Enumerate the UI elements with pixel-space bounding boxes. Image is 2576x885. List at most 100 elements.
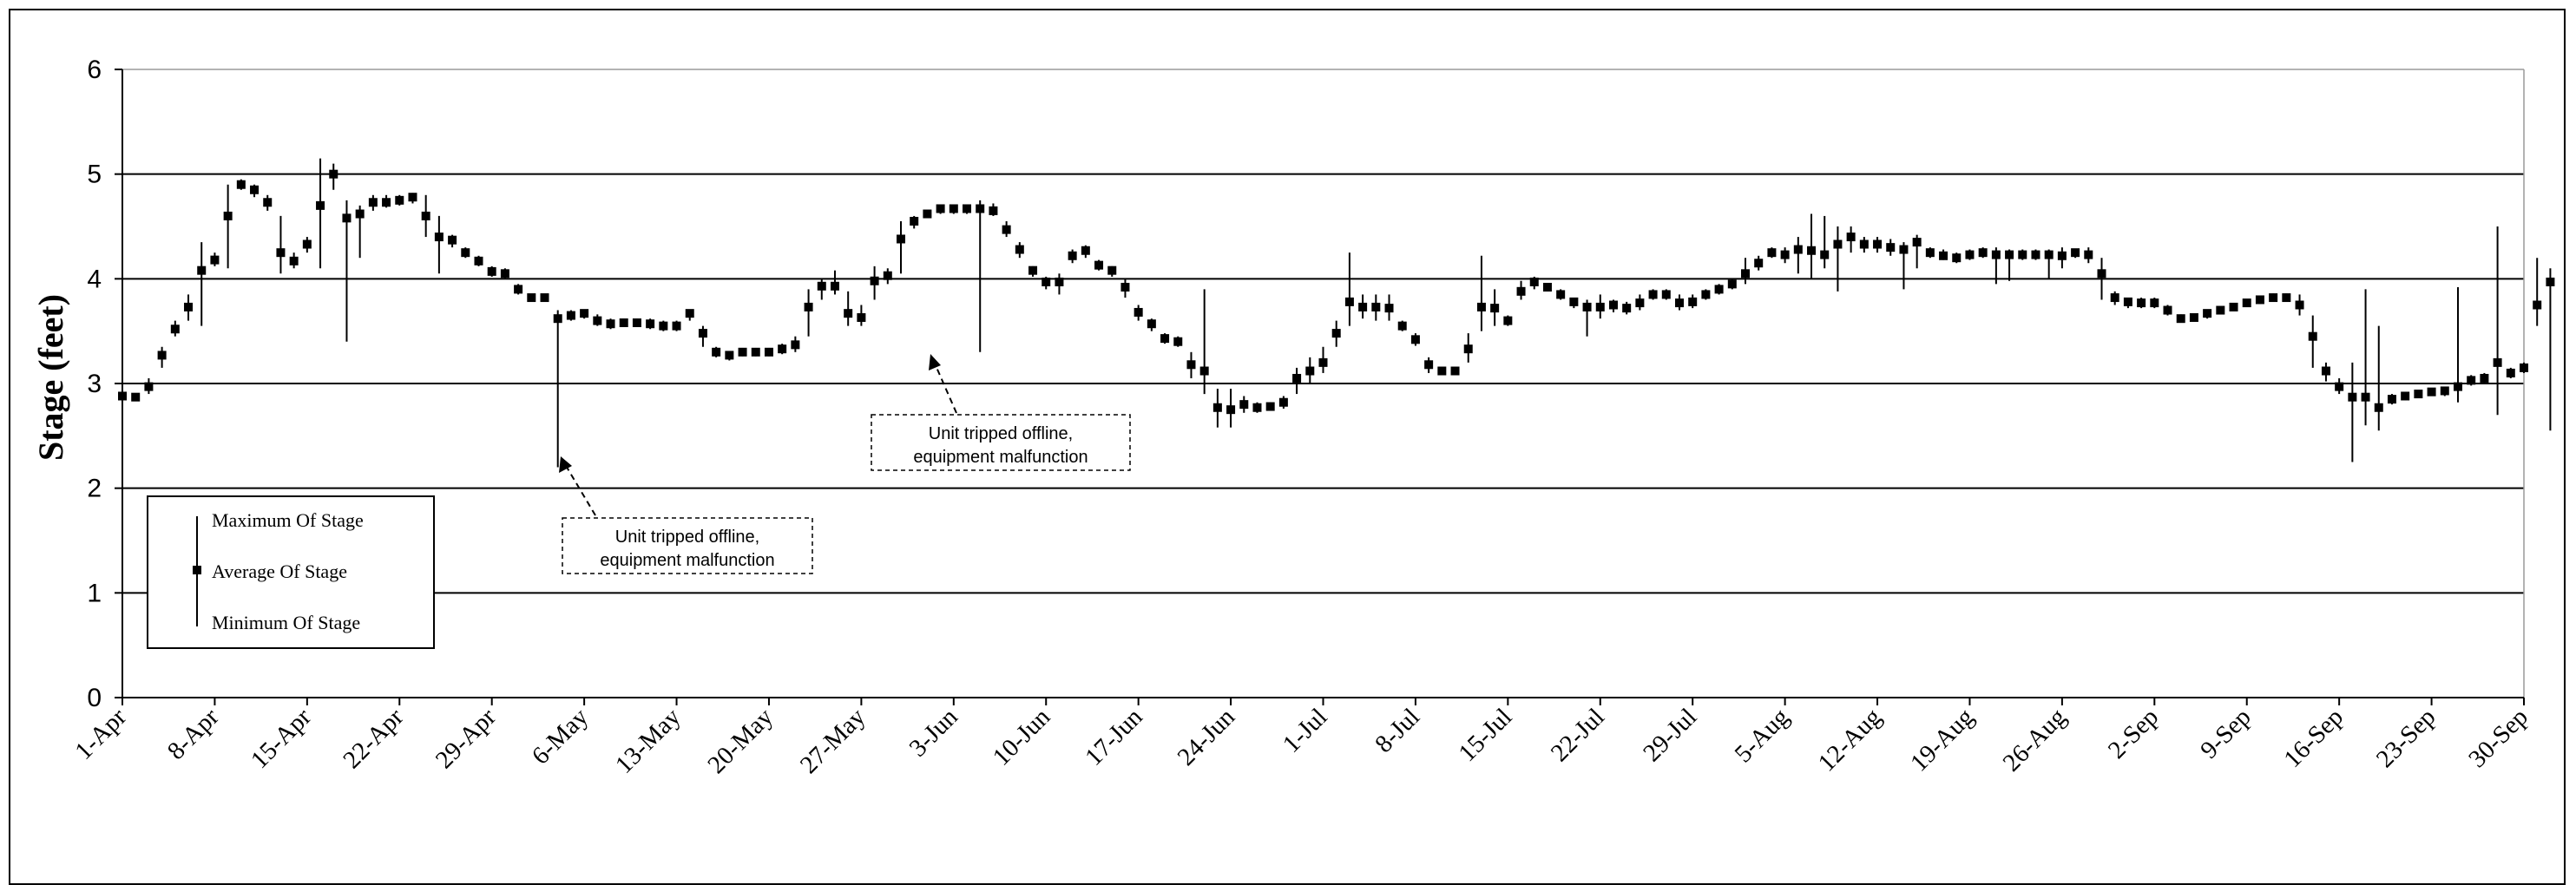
annotation-1-arrowhead: [559, 456, 572, 473]
average-point: [2084, 250, 2093, 259]
average-point: [1833, 239, 1843, 249]
average-point: [2546, 277, 2555, 286]
average-point: [1582, 302, 1592, 311]
average-point: [131, 392, 141, 402]
average-point: [408, 193, 417, 202]
x-tick-label-15-Apr: 15-Apr: [246, 703, 317, 774]
average-point: [1780, 250, 1790, 259]
average-point: [1476, 302, 1486, 311]
x-tick-label-10-Jun: 10-Jun: [988, 703, 1056, 771]
x-tick-label-23-Sep: 23-Sep: [2371, 703, 2441, 773]
average-point: [1081, 246, 1090, 255]
x-tick-label-8-Jul: 8-Jul: [1370, 703, 1425, 758]
annotation-1-line-1: Unit tripped offline,: [615, 528, 759, 547]
y-tick-label-5: 5: [87, 161, 102, 189]
average-point: [1252, 403, 1262, 412]
x-tick-label-29-Jul: 29-Jul: [1638, 703, 1702, 767]
average-point: [1278, 397, 1288, 407]
average-point: [632, 318, 641, 328]
legend-avg-label: Average Of Stage: [212, 560, 347, 582]
average-point: [1028, 266, 1038, 275]
average-point: [302, 239, 312, 249]
average-point: [2255, 295, 2264, 305]
average-point: [1042, 277, 1051, 286]
average-point: [646, 319, 655, 329]
y-axis-label: Stage (feet): [31, 294, 70, 461]
average-point: [619, 318, 628, 328]
average-point: [2374, 403, 2383, 412]
average-point: [1410, 335, 1420, 344]
average-point: [1265, 402, 1275, 411]
average-point: [698, 329, 707, 338]
average-point: [1490, 304, 1500, 313]
average-point: [1754, 259, 1764, 268]
average-point: [1688, 297, 1698, 306]
average-point: [2176, 314, 2185, 324]
average-point: [1978, 248, 1988, 258]
y-tick-labels: 0 1 2 3 4 5 6: [87, 56, 102, 712]
annotation-2-line-2: equipment malfunction: [913, 448, 1088, 467]
annotations: Unit tripped offline, equipment malfunct…: [559, 354, 1131, 574]
average-point: [1608, 300, 1618, 310]
average-point: [738, 347, 747, 357]
average-point: [580, 309, 589, 318]
x-tick-label-12-Aug: 12-Aug: [1813, 703, 1887, 777]
average-point: [685, 309, 694, 318]
average-point: [355, 209, 365, 219]
annotation-2-arrowhead: [929, 354, 941, 370]
average-point: [184, 302, 194, 311]
average-point: [844, 309, 853, 318]
average-point: [1595, 302, 1605, 311]
average-point: [1068, 251, 1077, 260]
average-point: [2361, 392, 2370, 402]
y-tick-label-1: 1: [87, 579, 102, 607]
average-point: [963, 204, 972, 213]
average-point: [1384, 304, 1394, 313]
average-point: [725, 351, 734, 360]
x-tick-label-29-Apr: 29-Apr: [430, 703, 502, 774]
average-point: [896, 234, 905, 244]
x-tick-label-3-Jun: 3-Jun: [904, 703, 964, 763]
average-point: [2269, 293, 2278, 303]
x-tick-label-13-May: 13-May: [610, 703, 687, 779]
y-tick-label-3: 3: [87, 370, 102, 398]
legend-average-marker: [193, 566, 201, 574]
average-point: [1239, 400, 1249, 410]
average-point: [1397, 321, 1407, 331]
average-point: [250, 185, 260, 194]
average-point: [2335, 382, 2344, 391]
x-tick-label-24-Jun: 24-Jun: [1173, 703, 1241, 771]
average-point: [2427, 387, 2436, 397]
x-tick-label-2-Sep: 2-Sep: [2103, 703, 2164, 764]
average-point: [170, 324, 180, 334]
average-point: [500, 269, 509, 279]
average-point: [1226, 405, 1236, 415]
average-point: [382, 198, 391, 207]
average-point: [1886, 243, 1896, 252]
data-marks: [118, 158, 2555, 468]
average-point: [1807, 246, 1817, 255]
average-point: [1516, 286, 1526, 296]
average-point: [1873, 239, 1883, 249]
average-point: [1463, 344, 1473, 354]
average-point: [421, 211, 430, 220]
average-point: [712, 347, 721, 357]
average-point: [2031, 250, 2040, 259]
average-point: [1437, 366, 1447, 376]
average-point: [2137, 298, 2146, 308]
gridlines: [122, 69, 2525, 698]
average-point: [461, 248, 470, 258]
average-point: [659, 321, 668, 331]
legend-max-label: Maximum Of Stage: [212, 509, 364, 531]
average-point: [2057, 251, 2067, 260]
average-point: [316, 200, 325, 210]
average-point: [2387, 395, 2396, 404]
average-point: [1503, 316, 1513, 325]
average-point: [1055, 277, 1064, 286]
x-tick-label-27-May: 27-May: [795, 703, 871, 779]
average-point: [1714, 285, 1724, 294]
x-tick-label-15-Jul: 15-Jul: [1453, 703, 1517, 767]
average-point: [368, 198, 378, 207]
average-point: [1305, 366, 1315, 376]
